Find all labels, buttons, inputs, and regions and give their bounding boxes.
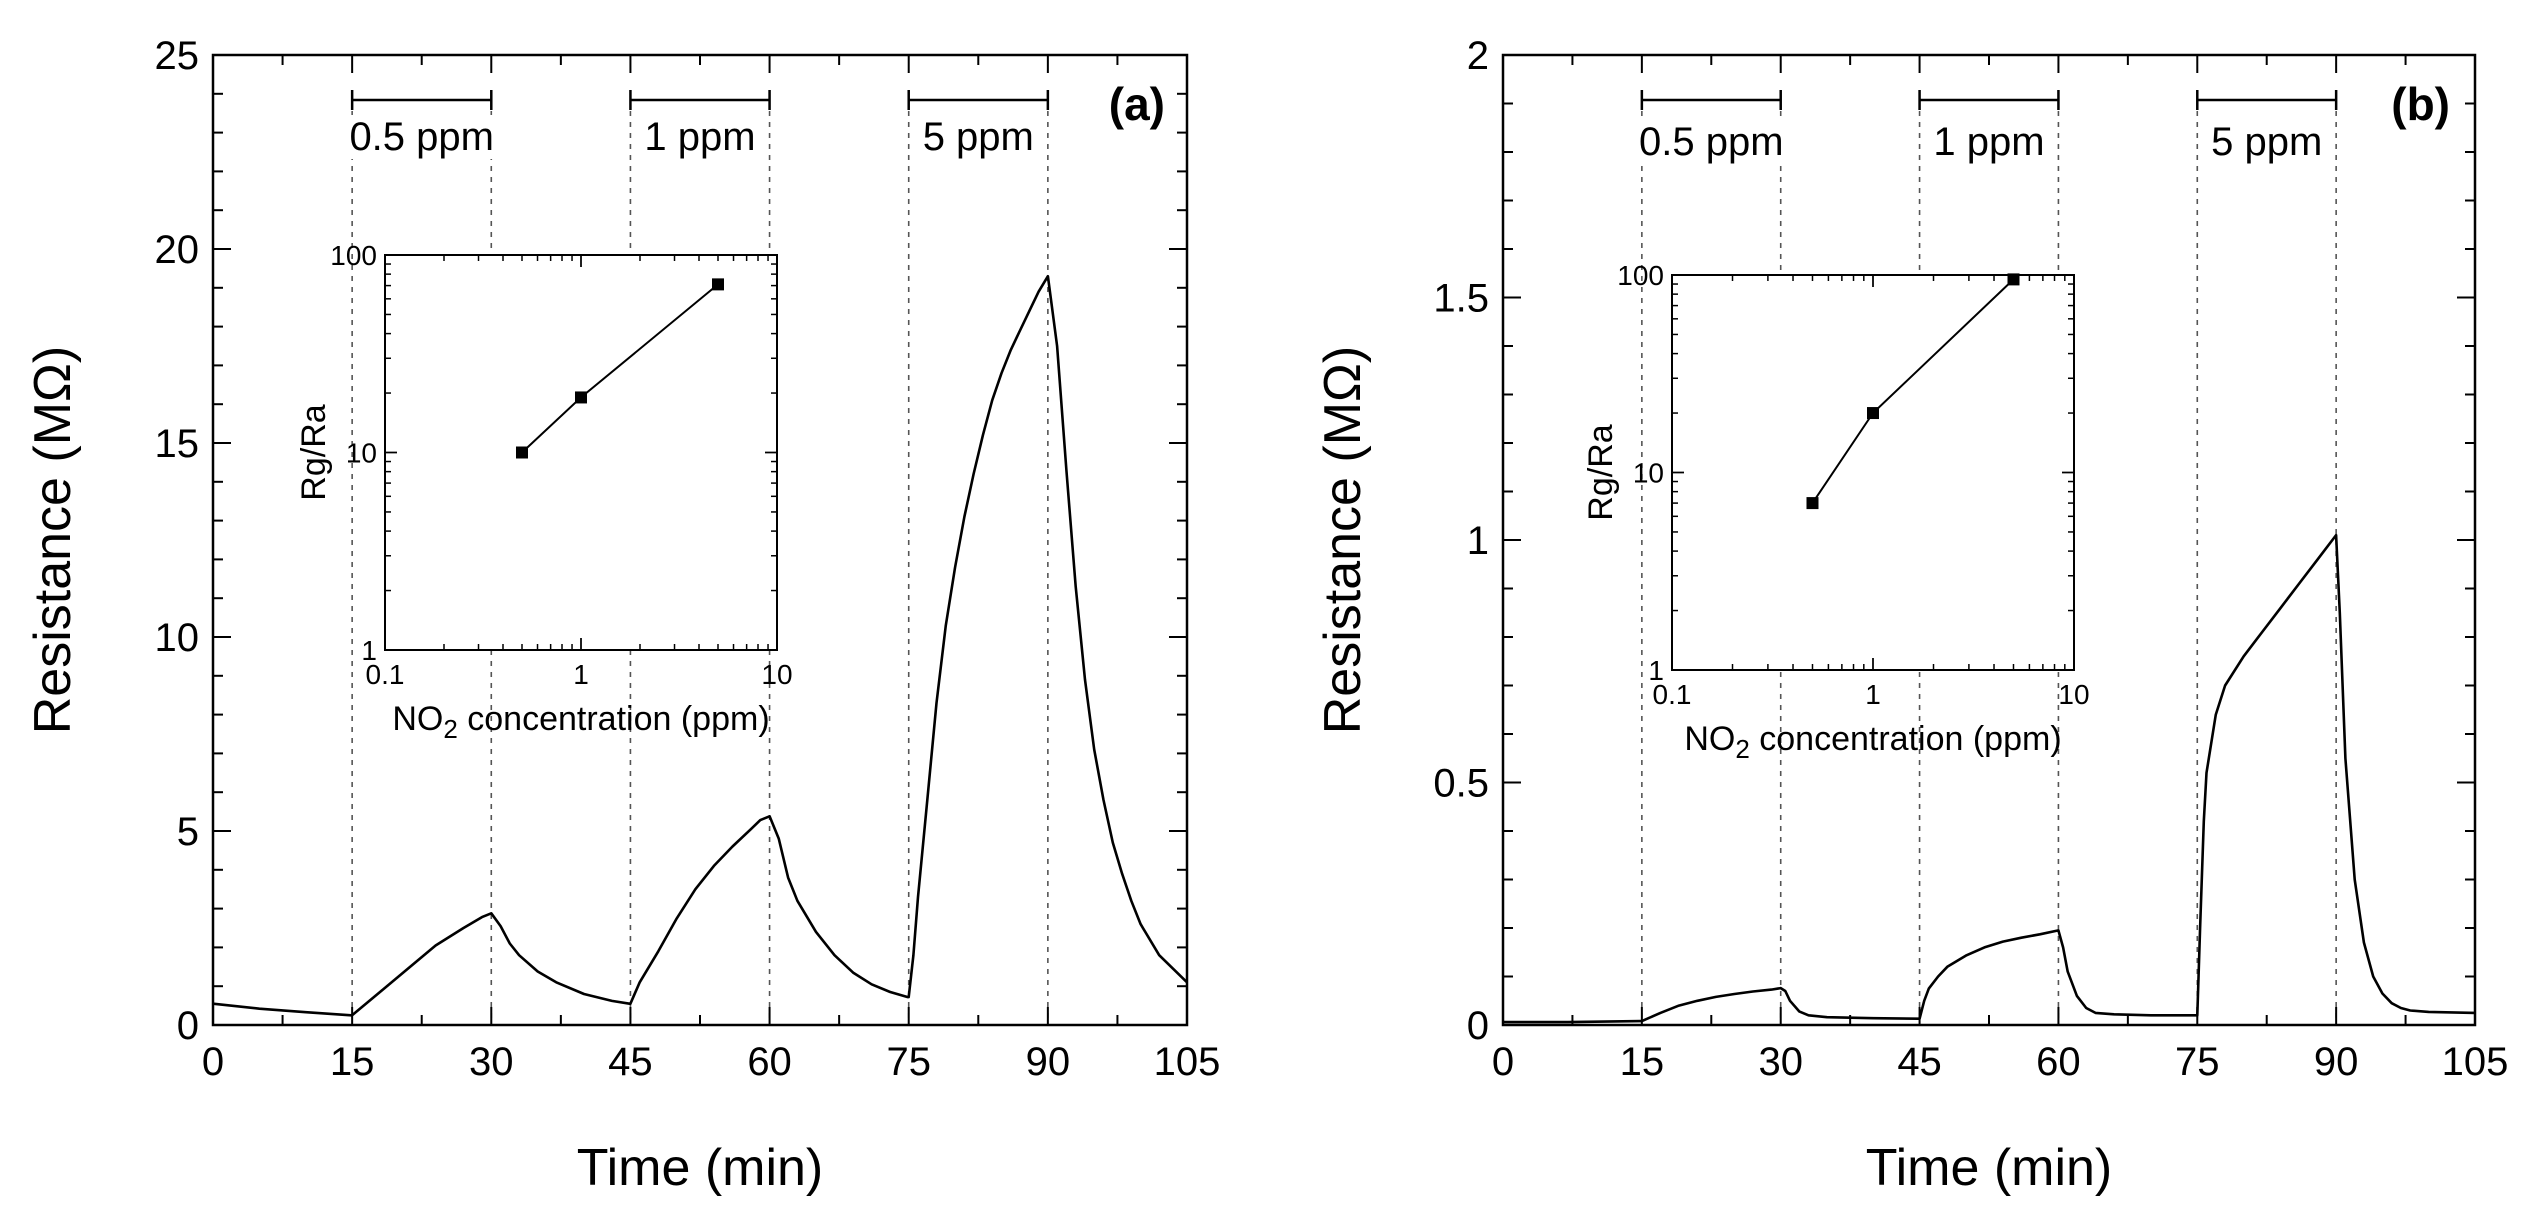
y-tick-label: 15: [155, 422, 200, 466]
inset-x-tick-label: 1: [1865, 679, 1881, 710]
x-tick-label: 45: [608, 1040, 653, 1084]
x-tick-label: 15: [330, 1040, 375, 1084]
y-tick-label: 20: [155, 228, 200, 272]
exposure-label-bg: [1635, 120, 1788, 164]
x-tick-label: 0: [1492, 1040, 1514, 1084]
exposure-label: 5 ppm: [923, 115, 1034, 159]
exposure-label-bg: [2207, 120, 2327, 164]
x-axis-title: Time (min): [577, 1139, 824, 1197]
inset-x-tick-label: 10: [2058, 679, 2089, 710]
inset-y-tick-label: 100: [1617, 260, 1664, 291]
x-tick-label: 45: [1897, 1040, 1942, 1084]
y-tick-label: 0.5: [1433, 762, 1489, 806]
y-tick-label: 10: [155, 616, 200, 660]
x-tick-label: 75: [2175, 1040, 2220, 1084]
inset-y-tick-label: 100: [330, 240, 377, 271]
exposure-label: 0.5 ppm: [349, 115, 494, 159]
x-tick-label: 30: [469, 1040, 514, 1084]
inset-x-tick-label: 0.1: [366, 659, 405, 690]
panel-label: (a): [1109, 78, 1165, 130]
inset-data-point: [1867, 407, 1879, 420]
x-tick-label: 90: [2314, 1040, 2359, 1084]
inset-frame: [1671, 274, 2075, 671]
y-tick-label: 2: [1467, 34, 1489, 78]
exposure-label: 1 ppm: [644, 115, 755, 159]
exposure-label-bg: [640, 115, 760, 159]
inset-y-axis-title: Rg/Ra: [1582, 424, 1620, 520]
y-axis-title: Resistance (MΩ): [1314, 346, 1372, 735]
exposure-label: 1 ppm: [1933, 120, 2044, 164]
inset-data-point: [575, 391, 587, 404]
inset-y-tick-label: 10: [346, 438, 377, 469]
inset-x-tick-label: 0.1: [1653, 679, 1692, 710]
x-tick-label: 75: [886, 1040, 931, 1084]
y-tick-label: 0: [1467, 1004, 1489, 1048]
inset-data-point: [515, 446, 528, 459]
inset-x-axis-title: NO2 concentration (ppm): [392, 700, 769, 744]
inset-data-point: [1806, 497, 1819, 510]
inset-x-axis-title: NO2 concentration (ppm): [1684, 720, 2061, 764]
y-tick-label: 1: [1467, 519, 1489, 563]
panel-label: (b): [2391, 78, 2450, 130]
inset-y-tick-label: 1: [1648, 655, 1664, 686]
x-tick-label: 30: [1758, 1040, 1803, 1084]
inset-frame: [384, 254, 778, 651]
x-axis-title: Time (min): [1866, 1139, 2113, 1197]
inset-y-tick-label: 1: [361, 635, 377, 666]
y-tick-label: 5: [177, 810, 199, 854]
panel-b: 0 15 30 45 60 75 90 105 0 0.5 1 1.5 2 Time (min) Resis…: [1314, 34, 2508, 1197]
x-tick-label: 15: [1620, 1040, 1665, 1084]
inset-y-tick-label: 10: [1633, 458, 1664, 489]
exposure-label-bg: [345, 115, 498, 159]
x-tick-label: 90: [1026, 1040, 1071, 1084]
exposure-label-bg: [1929, 120, 2049, 164]
x-tick-label: 60: [2036, 1040, 2081, 1084]
inset-data-point: [711, 278, 724, 291]
exposure-label: 5 ppm: [2211, 120, 2322, 164]
y-tick-label: 1.5: [1433, 277, 1489, 321]
inset-data-point: [2007, 273, 2020, 286]
exposure-label: 0.5 ppm: [1639, 120, 1784, 164]
inset-x-tick-label: 10: [761, 659, 792, 690]
x-tick-label: 60: [747, 1040, 792, 1084]
y-tick-label: 25: [155, 34, 200, 78]
x-tick-label: 105: [1154, 1040, 1221, 1084]
x-tick-label: 0: [202, 1040, 224, 1084]
inset-y-axis-title: Rg/Ra: [295, 404, 333, 500]
y-axis-title: Resistance (MΩ): [24, 346, 82, 735]
exposure-label-bg: [918, 115, 1038, 159]
resistance-series-line: [212, 274, 1188, 1017]
x-tick-label: 105: [2442, 1040, 2509, 1084]
panel-a: 0 15 30 45 60 75 90 105 0 5 10 15 20 25 Time (min) Resi…: [24, 34, 1220, 1197]
inset-x-tick-label: 1: [573, 659, 589, 690]
y-tick-label: 0: [177, 1004, 199, 1048]
resistance-series-line: [1503, 533, 2476, 1024]
